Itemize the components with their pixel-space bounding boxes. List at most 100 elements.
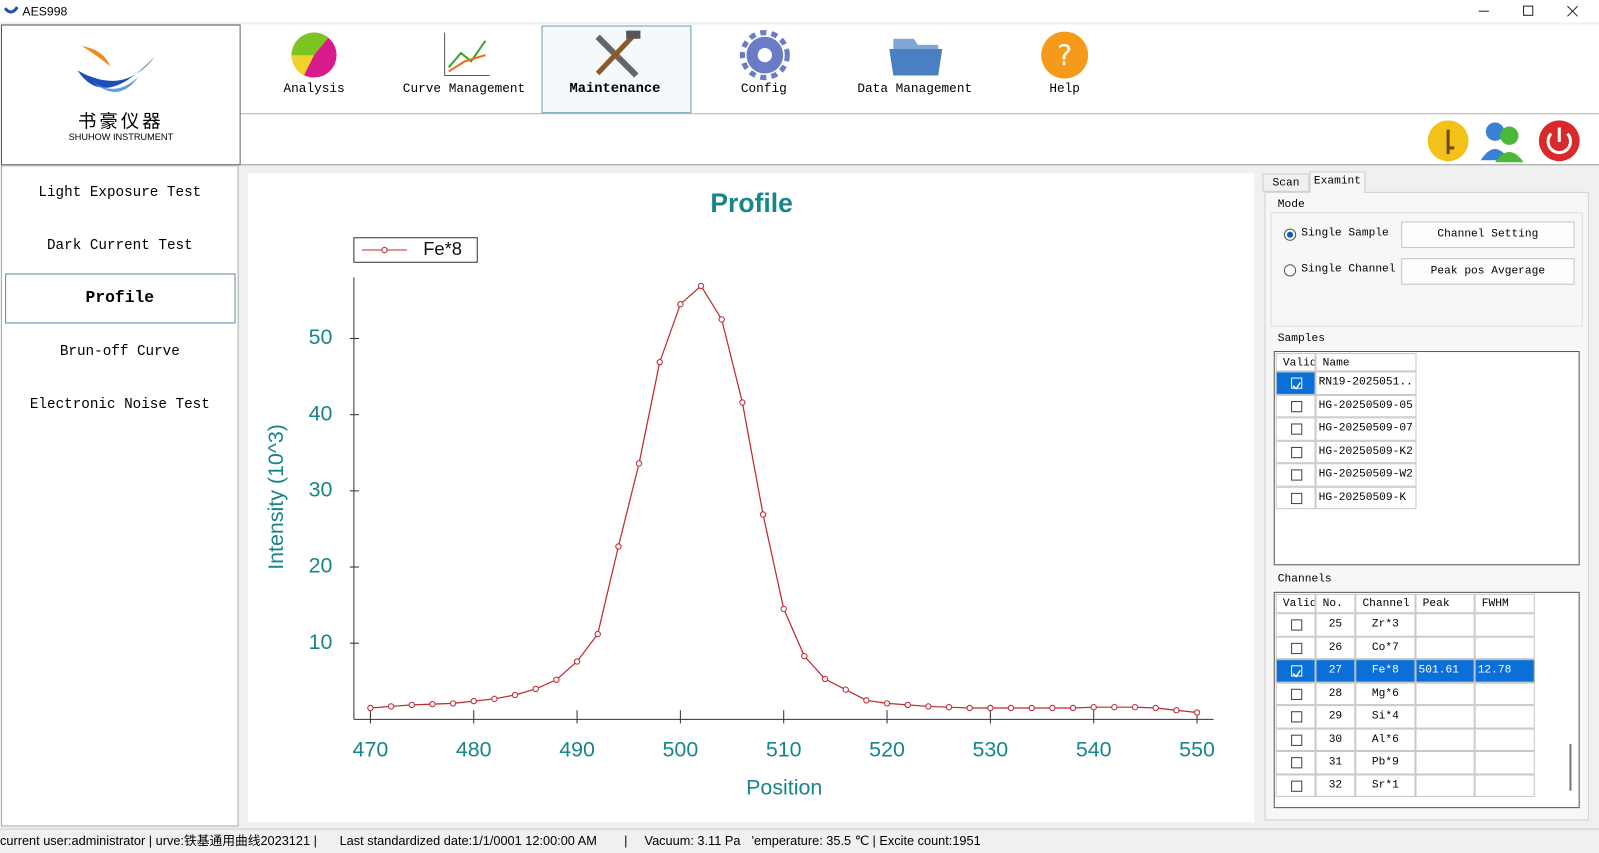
marker [821, 675, 829, 683]
checkbox[interactable] [1290, 469, 1302, 481]
table-cell: 26 [1315, 636, 1356, 660]
marker [780, 605, 787, 613]
checkbox[interactable] [1290, 688, 1302, 700]
marker [1173, 707, 1180, 714]
table-header: Valid [1275, 593, 1316, 614]
table-cell [1415, 705, 1475, 729]
checkbox-cell [1275, 728, 1316, 752]
window-controls[interactable] [1469, 0, 1599, 22]
marker [863, 697, 870, 704]
marker [491, 695, 498, 702]
table-cell [1474, 613, 1535, 637]
scrollbar[interactable] [1569, 743, 1572, 791]
table-cell [1415, 636, 1475, 660]
checkbox-cell [1275, 463, 1316, 487]
marker [925, 703, 932, 710]
action-icons[interactable] [1424, 117, 1587, 164]
marker [759, 511, 767, 518]
radio[interactable] [1283, 228, 1297, 241]
checkbox[interactable] [1290, 446, 1302, 458]
marker [594, 630, 601, 638]
sidebar-selected [5, 273, 236, 324]
marker [677, 301, 684, 308]
marker [470, 697, 477, 705]
table-cell [1415, 728, 1475, 752]
toolbar-button[interactable]: Maintenance [569, 81, 661, 97]
checkbox-cell [1275, 636, 1316, 660]
checkbox[interactable] [1290, 665, 1302, 678]
table-header: No. [1315, 593, 1356, 614]
x-tick-label: 500 [663, 738, 699, 762]
status-text: current user:administrator | urve:铁基通用曲线… [0, 833, 317, 848]
marker [883, 700, 891, 707]
x-axis-label: Position [746, 775, 822, 799]
tab-selected[interactable]: Examint [1309, 171, 1366, 193]
checkbox[interactable] [1290, 734, 1302, 746]
table-cell: RN19-2025051... [1315, 371, 1417, 395]
sidebar-item[interactable]: Electronic Noise Test [29, 396, 210, 414]
x-tick-label: 540 [1076, 738, 1112, 762]
window-title: AES998 [22, 4, 68, 19]
checkbox[interactable] [1290, 423, 1302, 435]
marker [553, 676, 560, 683]
y-tick-label: 30 [309, 477, 333, 501]
legend-marker [381, 246, 388, 254]
sidebar-item[interactable]: Brun-off Curve [59, 343, 180, 361]
marker [1111, 704, 1118, 711]
table-cell: HG-20250509-07 [1315, 417, 1417, 441]
sidebar-item[interactable]: Dark Current Test [46, 237, 193, 255]
brand-cn: 书豪仪器 [78, 111, 164, 133]
x-tick-label: 530 [973, 738, 1009, 762]
table-cell: Mg*6 [1355, 682, 1416, 706]
marker [1152, 704, 1159, 712]
y-tick-label: 20 [309, 554, 333, 578]
marker [532, 685, 539, 693]
table-cell: HG-20250509-W2 [1315, 463, 1417, 487]
radio[interactable] [1283, 264, 1297, 277]
table-cell [1415, 773, 1475, 797]
button[interactable]: Peak pos Avgerage [1401, 258, 1575, 285]
radio-label[interactable]: Single Channel [1301, 263, 1396, 276]
toolbar-button[interactable]: Curve Management [402, 81, 526, 96]
checkbox[interactable] [1290, 377, 1302, 391]
checkbox[interactable] [1290, 780, 1302, 792]
sidebar-item[interactable]: Light Exposure Test [38, 184, 202, 202]
toolbar-button[interactable]: Analysis [283, 81, 345, 96]
action-bar [240, 114, 1599, 166]
title-bar: AES998 [0, 0, 1599, 23]
marker [801, 652, 808, 660]
marker [1028, 704, 1035, 712]
checkbox[interactable] [1290, 619, 1302, 631]
marker [635, 460, 643, 467]
table-cell: HG-20250509-05 [1315, 394, 1417, 418]
chart: Profile Position Intensity (10^3) 10 20 30… [247, 173, 1255, 823]
marker [966, 704, 973, 712]
table-cell: Pb*9 [1355, 751, 1416, 774]
marker [1007, 704, 1015, 712]
radio-label[interactable]: Single Sample [1301, 227, 1389, 240]
checkbox[interactable] [1290, 711, 1302, 723]
toolbar-button[interactable]: Help [1049, 81, 1080, 96]
table-header: Peak [1415, 593, 1475, 614]
chart-title: Profile [710, 188, 792, 218]
sidebar-item[interactable]: Profile [85, 288, 155, 308]
table-cell [1415, 613, 1475, 637]
group-label: Samples [1275, 332, 1327, 345]
y-tick-label: 10 [309, 630, 333, 654]
status-text: 'emperature: 35.5 ℃ | Excite count:1951 [751, 833, 981, 848]
table-cell [1474, 636, 1535, 660]
table-header: Name [1315, 353, 1417, 372]
checkbox[interactable] [1290, 400, 1302, 412]
tab[interactable]: Scan [1262, 173, 1310, 192]
marker [842, 686, 849, 693]
button[interactable]: Channel Setting [1401, 221, 1575, 248]
checkbox[interactable] [1290, 492, 1302, 504]
toolbar-button[interactable]: Config [740, 81, 787, 96]
checkbox[interactable] [1290, 757, 1302, 769]
checkbox[interactable] [1290, 642, 1302, 654]
table-cell: HG-20250509-K2 [1315, 440, 1417, 464]
table-cell [1415, 751, 1475, 774]
table-cell: 31 [1315, 751, 1356, 774]
toolbar-button[interactable]: Data Management [857, 81, 973, 96]
